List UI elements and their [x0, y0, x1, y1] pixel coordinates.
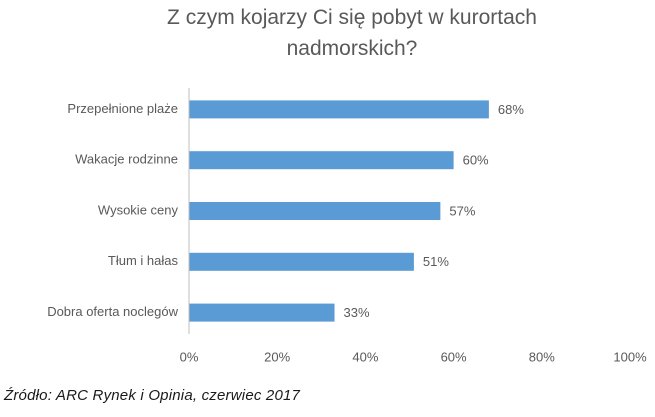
x-tick-label: 60%: [441, 349, 467, 364]
chart-title: Z czym kojarzy Ci się pobyt w kurortach …: [167, 6, 537, 60]
y-tick-label: Dobra oferta noclegów: [47, 304, 178, 319]
x-tick-label: 80%: [529, 349, 555, 364]
value-label: 68%: [498, 102, 524, 117]
y-tick-label: Wakacje rodzinne: [75, 152, 178, 167]
x-tick-label: 40%: [352, 349, 378, 364]
bar: [189, 151, 454, 170]
x-tick-label: 100%: [613, 349, 647, 364]
y-tick-label: Przepełnione plaże: [67, 101, 178, 116]
value-label: 60%: [463, 153, 489, 168]
bar: [189, 303, 335, 322]
bar: [189, 202, 441, 220]
x-tick-label: 0%: [180, 349, 199, 364]
bar: [189, 252, 414, 271]
value-label: 51%: [423, 254, 449, 269]
value-label: 57%: [449, 203, 475, 218]
y-tick-label: Wysokie ceny: [98, 202, 179, 217]
x-tick-label: 20%: [264, 349, 290, 364]
y-tick-label: Tłum i hałas: [108, 253, 179, 268]
value-label: 33%: [344, 305, 370, 320]
bar: [189, 100, 489, 119]
source-note: Źródło: ARC Rynek i Opinia, czerwiec 201…: [4, 387, 301, 404]
